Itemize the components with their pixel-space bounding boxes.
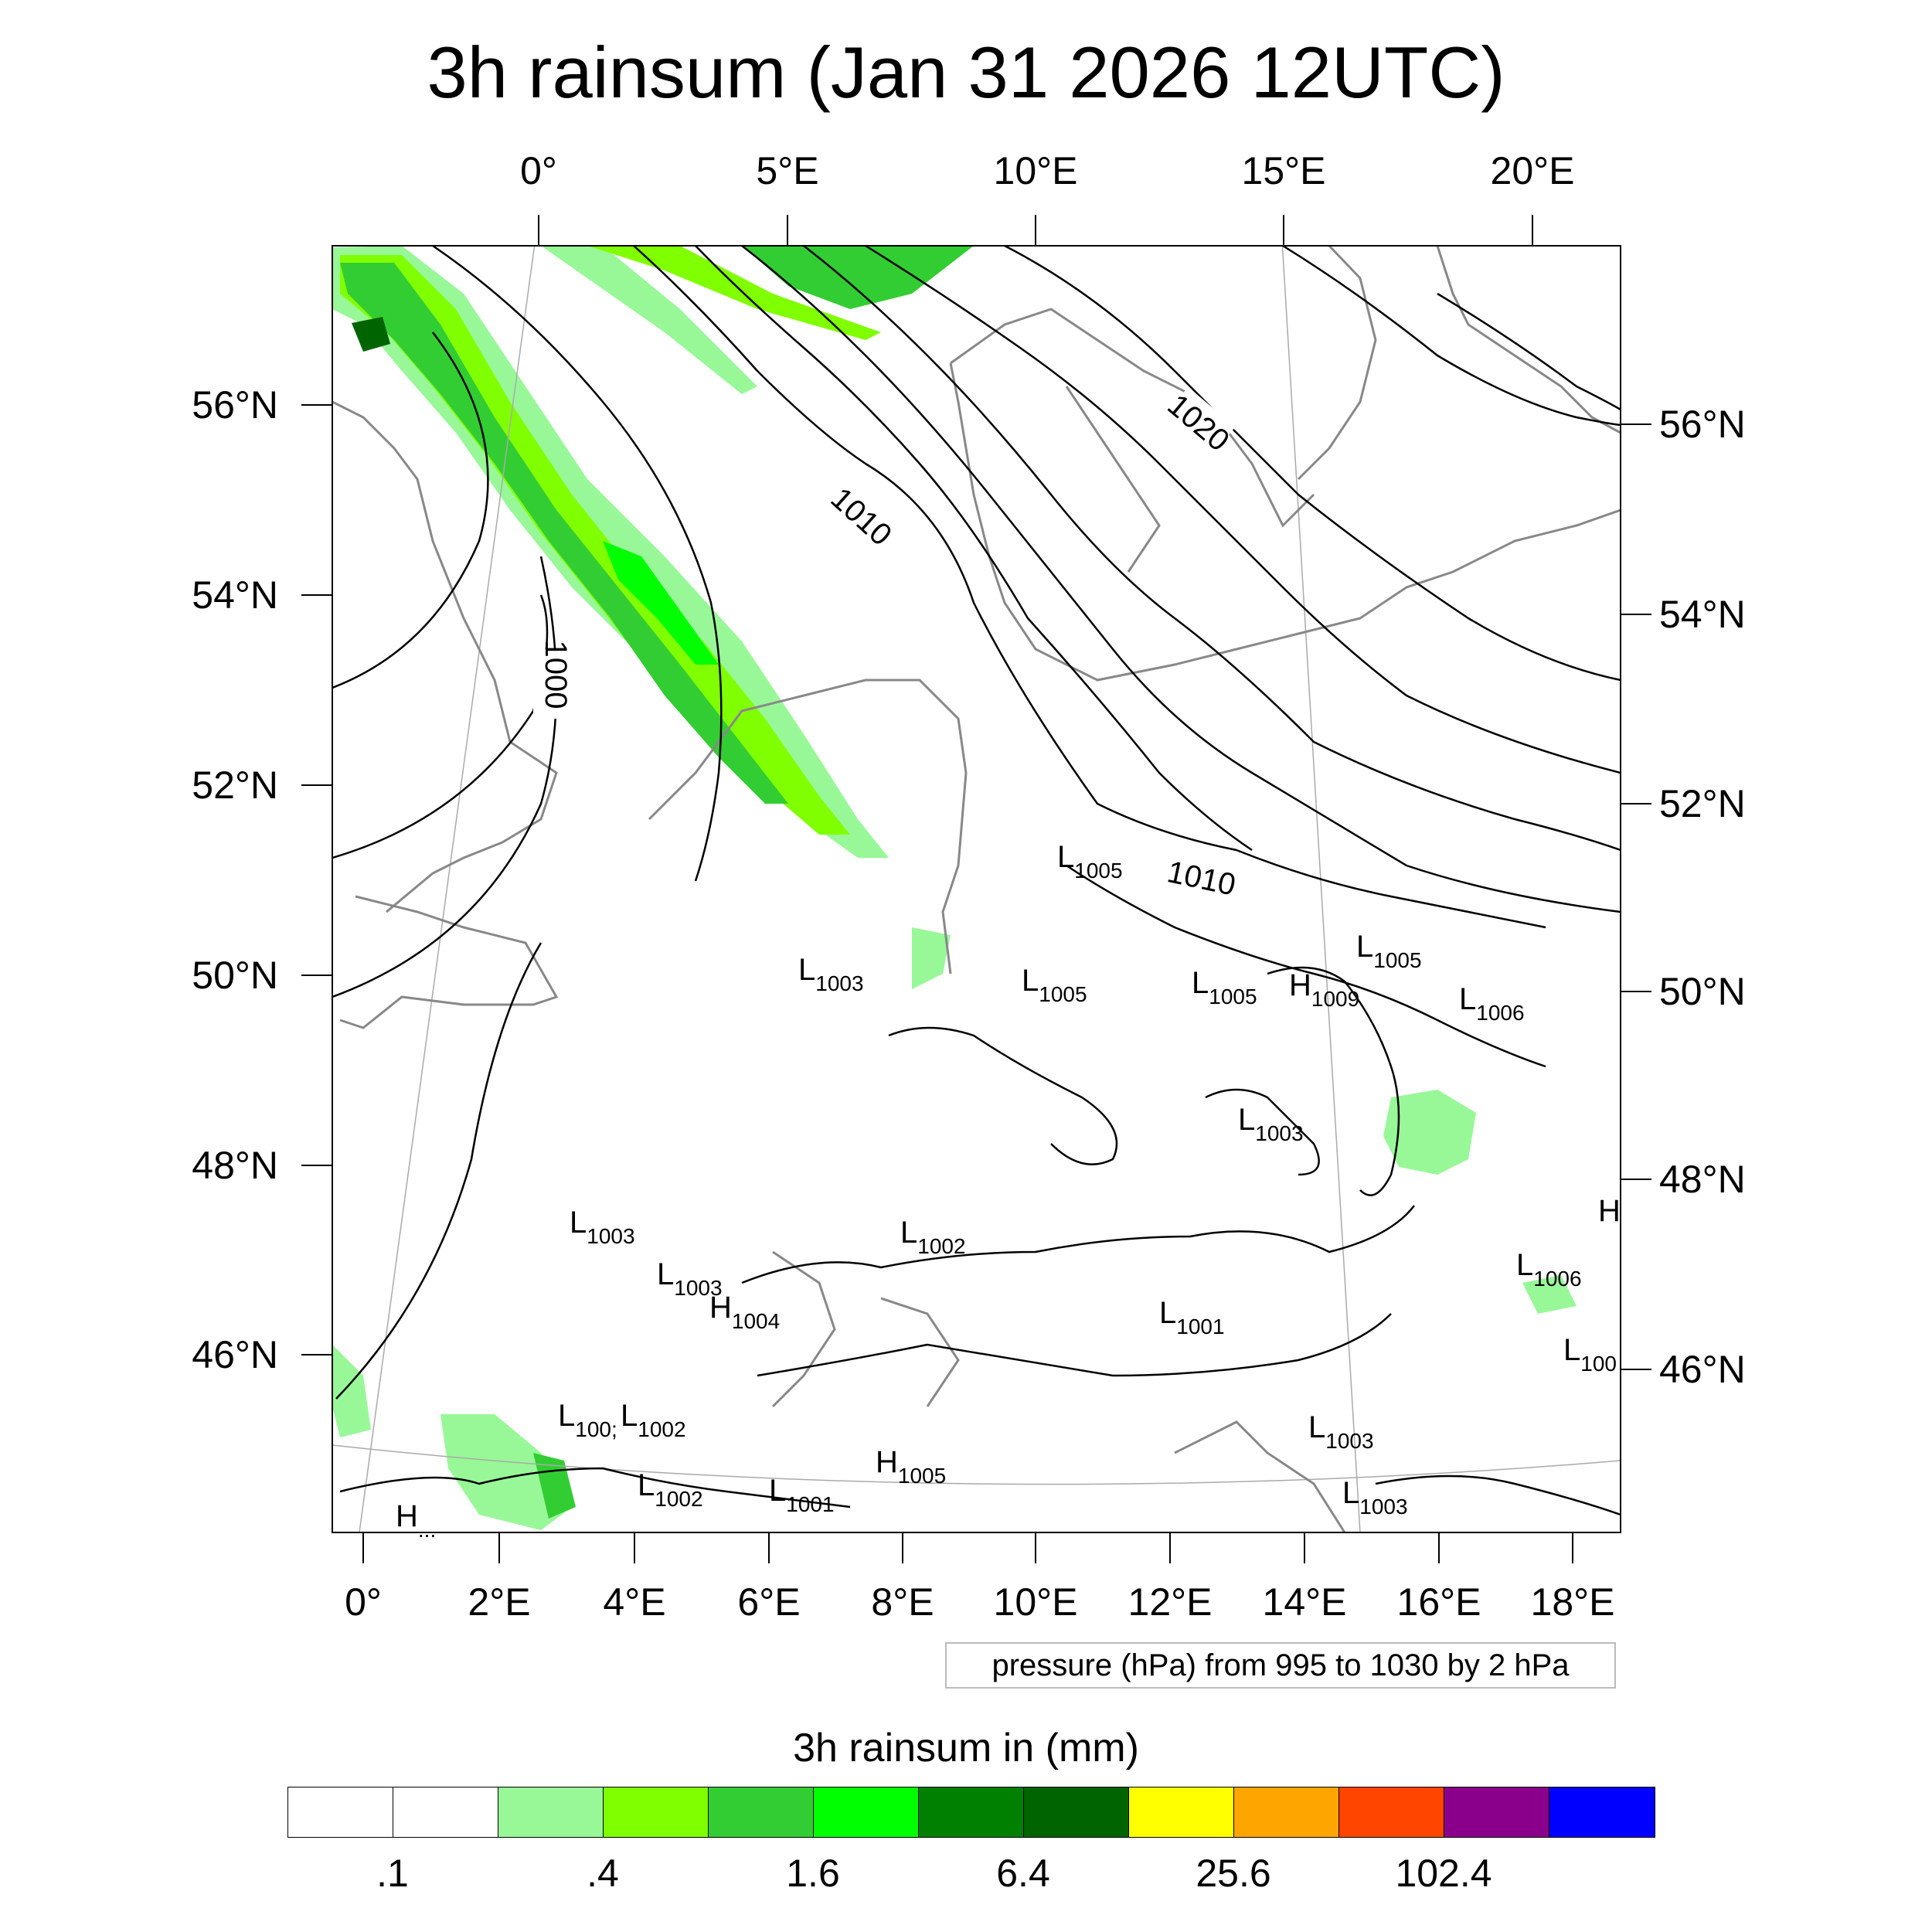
pressure-center: L1001 — [769, 1474, 835, 1516]
colorbar-cell — [814, 1787, 919, 1837]
left-lat-label: 56°N — [192, 383, 278, 427]
coastlines — [332, 246, 1621, 1532]
colorbar-cell — [919, 1787, 1024, 1837]
rain-core-dark — [352, 317, 390, 352]
top-lon-label: 20°E — [1491, 149, 1575, 192]
right-lat-label: 56°N — [1659, 403, 1746, 446]
right-lat-label: 46°N — [1659, 1348, 1746, 1391]
rain-patch-east — [1383, 1090, 1476, 1175]
colorbar-cell — [1339, 1787, 1444, 1837]
contour-label: 1000 — [539, 641, 573, 709]
colorbar-cell — [1129, 1787, 1234, 1837]
plot-frame — [332, 245, 1621, 1533]
rain-band-green — [340, 263, 788, 804]
colorbar-label: 102.4 — [1395, 1852, 1492, 1895]
rain-streak-north3 — [742, 246, 974, 309]
colorbar-label: .1 — [376, 1852, 409, 1895]
pressure-center: L100; — [558, 1399, 617, 1441]
left-lat-label: 54°N — [192, 573, 278, 617]
colorbar-cell — [288, 1787, 393, 1837]
left-lat-label: 50°N — [192, 954, 278, 997]
isobars — [332, 246, 1621, 1516]
pressure-info-box: pressure (hPa) from 995 to 1030 by 2 hPa — [945, 1642, 1616, 1689]
bottom-lon-label: 0° — [345, 1580, 382, 1624]
pressure-center: L1003 — [798, 953, 864, 995]
colorbar-label: 1.6 — [786, 1852, 840, 1895]
pressure-center: L1003 — [570, 1206, 635, 1248]
colorbar-title: 3h rainsum in (mm) — [793, 1726, 1139, 1770]
pressure-center: L1005 — [1022, 964, 1087, 1006]
right-lat-label: 52°N — [1659, 782, 1746, 825]
colorbar-label: 6.4 — [996, 1852, 1050, 1895]
rain-patch-mid — [912, 927, 951, 989]
colorbar-cell — [1024, 1787, 1129, 1837]
rain-patch-south — [440, 1414, 572, 1530]
left-lat-label: 52°N — [192, 764, 278, 807]
right-lat-label: 50°N — [1659, 970, 1746, 1013]
colorbar-label: 25.6 — [1196, 1852, 1271, 1895]
colorbar-cell — [604, 1787, 709, 1837]
pressure-center: L1006 — [1516, 1248, 1582, 1291]
bottom-lon-label: 4°E — [603, 1580, 665, 1624]
pressure-center: L1002 — [900, 1216, 966, 1258]
pressure-center: L1003 — [657, 1257, 723, 1300]
top-lon-label: 10°E — [994, 149, 1078, 192]
bottom-lon-label: 6°E — [737, 1580, 800, 1624]
rain-band-bright — [603, 541, 719, 665]
right-lat-label: 54°N — [1659, 593, 1746, 636]
colorbar-cell — [1444, 1787, 1549, 1837]
colorbar-label: .4 — [587, 1852, 619, 1895]
pressure-center: L1001 — [1159, 1296, 1225, 1338]
colorbar-cell — [709, 1787, 814, 1837]
left-lat-label: 48°N — [192, 1144, 278, 1187]
rain-streak-north — [541, 246, 757, 394]
pressure-center: L1003 — [1238, 1103, 1304, 1145]
rain-streak-north2 — [587, 246, 881, 340]
pressure-center: L1005 — [1192, 966, 1257, 1009]
top-lon-label: 5°E — [756, 149, 818, 192]
left-lat-labels: 56°N 54°N 52°N 50°N 48°N 46°N — [192, 383, 278, 1376]
map-title: 3h rainsum (Jan 31 2026 12UTC) — [427, 32, 1505, 113]
pressure-center: L1006 — [1459, 982, 1525, 1025]
pressure-center: L1005 — [1057, 840, 1123, 883]
pressure-center: L1003 — [1342, 1476, 1408, 1519]
bottom-lon-label: 16°E — [1397, 1580, 1481, 1624]
top-lon-label: 0° — [520, 149, 557, 192]
rain-patch-se — [1522, 1275, 1577, 1314]
graticule — [332, 246, 1621, 1532]
pressure-center: H1004 — [709, 1291, 780, 1333]
top-lon-label: 15°E — [1242, 149, 1326, 192]
bottom-lon-label: 8°E — [871, 1580, 934, 1624]
colorbar-cell — [1234, 1787, 1339, 1837]
colorbar-cell — [393, 1787, 498, 1837]
colorbar-cell — [498, 1787, 604, 1837]
tick-marks — [301, 215, 1651, 1563]
pressure-center: L1003 — [1308, 1410, 1374, 1453]
bottom-lon-label: 10°E — [994, 1580, 1078, 1624]
bottom-lon-label: 14°E — [1263, 1580, 1347, 1624]
pressure-center: H... — [396, 1499, 436, 1542]
colorbar-cell — [1549, 1787, 1655, 1837]
bottom-lon-label: 2°E — [468, 1580, 530, 1624]
pressure-centers: L1005 L1003 L1005 L1005 H1009 L1005 L100… — [396, 840, 1621, 1542]
pressure-center: H1009 — [1289, 968, 1359, 1011]
bottom-lon-label: 12°E — [1128, 1580, 1213, 1624]
bottom-lon-labels: 0° 2°E 4°E 6°E 8°E 10°E 12°E 14°E 16°E 1… — [345, 1580, 1614, 1624]
pressure-center: L1002 — [621, 1399, 686, 1441]
left-lat-label: 46°N — [192, 1333, 278, 1376]
top-lon-labels: 0° 5°E 10°E 15°E 20°E — [520, 149, 1574, 192]
rain-patch-sw — [332, 1345, 371, 1437]
right-lat-label: 48°N — [1659, 1158, 1746, 1201]
pressure-center: L100 — [1563, 1333, 1617, 1376]
pressure-center: H — [1598, 1194, 1621, 1228]
pressure-center: H1005 — [876, 1445, 946, 1488]
bottom-lon-label: 18°E — [1531, 1580, 1615, 1624]
pressure-center: L1002 — [638, 1468, 703, 1511]
pressure-center: L1005 — [1356, 930, 1422, 972]
colorbar — [287, 1787, 1655, 1838]
right-lat-labels: 56°N 54°N 52°N 50°N 48°N 46°N — [1659, 403, 1746, 1391]
